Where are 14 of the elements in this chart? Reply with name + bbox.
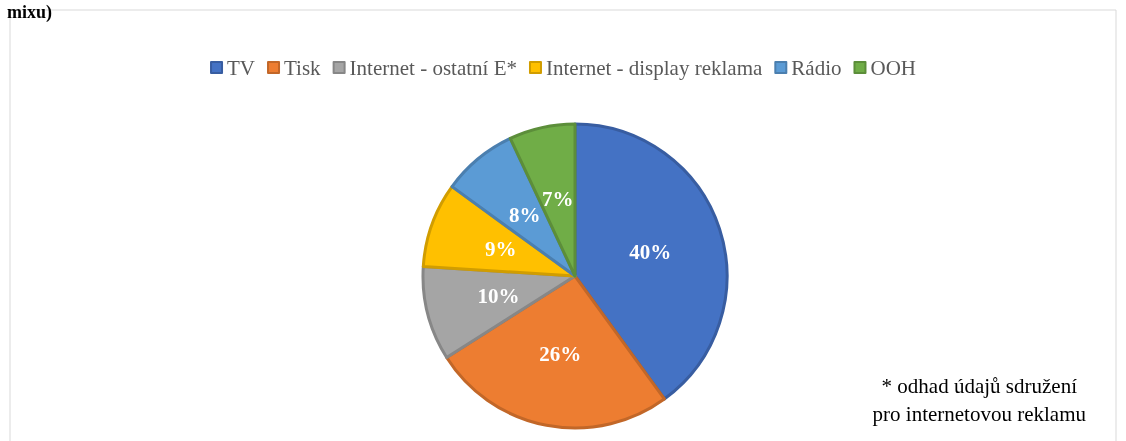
legend-label: Internet - display reklama xyxy=(545,55,763,80)
legend-label: TV xyxy=(227,55,256,80)
text: * odhad údajů sdružení pro internetovou reklamu xyxy=(872,374,1087,426)
data-label: 7% xyxy=(542,186,574,211)
data-label: 40% xyxy=(629,239,672,264)
legend-label: OOH xyxy=(870,55,916,80)
data-label: 26% xyxy=(539,341,582,366)
legend-label: Internet - ostatní E* xyxy=(349,55,517,80)
text: mixu) xyxy=(7,2,53,23)
legend-label: Rádio xyxy=(791,55,842,80)
data-label: 9% xyxy=(484,237,517,262)
data-label: 8% xyxy=(508,203,541,228)
data-label: 10% xyxy=(477,283,520,308)
legend-label: Tisk xyxy=(284,55,322,80)
